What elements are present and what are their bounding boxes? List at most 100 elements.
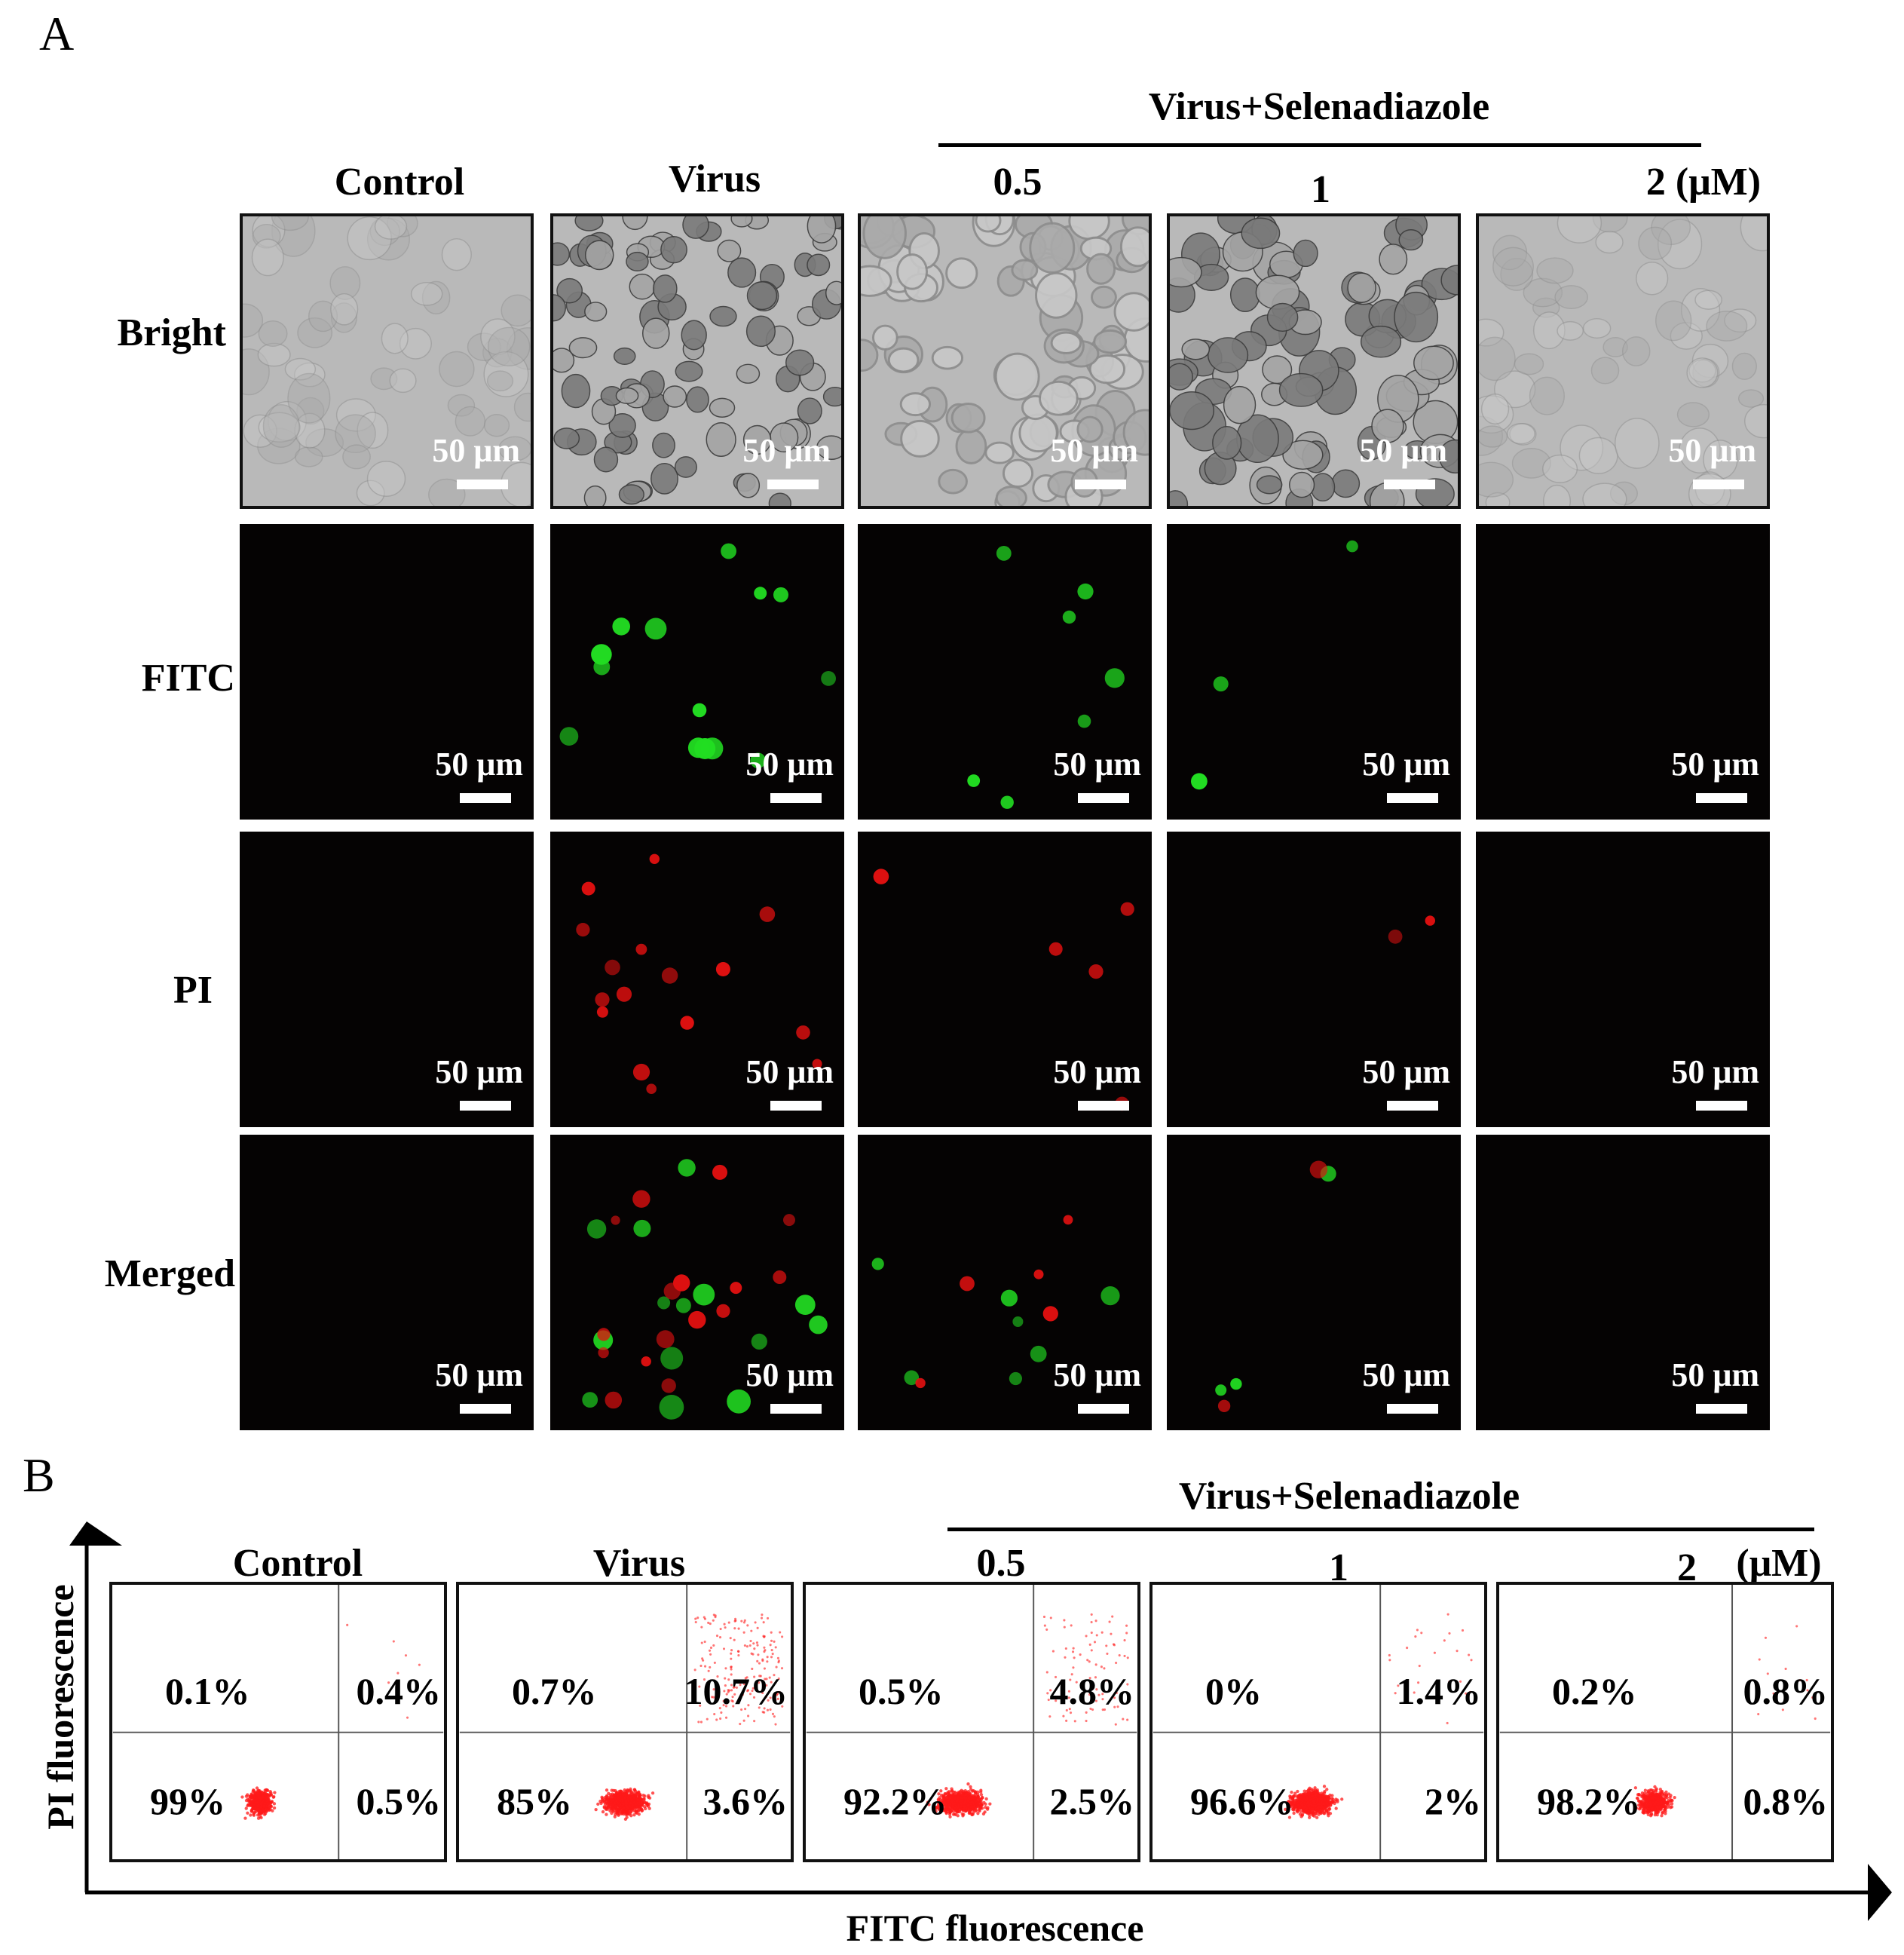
event-dot — [1094, 1699, 1098, 1702]
cell-shape — [271, 216, 316, 257]
event-dot — [617, 1789, 622, 1794]
event-dot — [734, 1617, 737, 1620]
event-dot — [1655, 1806, 1659, 1809]
event-dot — [1086, 1659, 1089, 1662]
event-dot — [709, 1665, 712, 1668]
event-dot — [418, 1663, 421, 1666]
event-dot — [741, 1693, 744, 1696]
event-dot — [1667, 1803, 1671, 1807]
event-dot — [1312, 1804, 1315, 1808]
cell-shape — [295, 446, 323, 467]
event-dot — [756, 1644, 759, 1647]
event-dot — [1110, 1632, 1113, 1635]
event-dot — [781, 1705, 784, 1708]
event-dot — [773, 1674, 776, 1677]
event-dot — [964, 1806, 969, 1809]
event-dot — [252, 1813, 256, 1817]
event-dot — [629, 1789, 632, 1793]
event-dot — [611, 1803, 614, 1807]
event-dot — [1388, 1659, 1391, 1662]
pi-cell — [598, 1347, 609, 1359]
event-dot — [1448, 1632, 1451, 1635]
micrograph-pi-4: 50 μm — [1476, 832, 1770, 1127]
event-dot — [632, 1800, 636, 1805]
event-dot — [746, 1624, 749, 1627]
event-dot — [737, 1627, 740, 1630]
cell-shape — [1223, 385, 1257, 424]
cell-shape — [899, 392, 932, 417]
event-dot — [751, 1689, 754, 1693]
pi-cell — [611, 1215, 620, 1225]
event-dot — [770, 1649, 773, 1652]
event-dot — [640, 1798, 644, 1802]
cell-shape — [297, 317, 333, 348]
event-dot — [752, 1696, 756, 1699]
cell-shape — [736, 473, 761, 498]
cell-shape — [1039, 380, 1079, 416]
event-dot — [765, 1684, 768, 1687]
event-dot — [1388, 1653, 1391, 1657]
cell-shape — [369, 216, 400, 247]
event-dot — [729, 1637, 732, 1640]
cell-shape — [1181, 339, 1211, 360]
event-dot — [725, 1693, 728, 1696]
cell-shape — [335, 398, 376, 432]
scale-bar-label: 50 μm — [432, 432, 520, 469]
event-dot — [1302, 1793, 1306, 1797]
cell-shape — [1440, 265, 1458, 296]
cell-shape — [1086, 253, 1116, 285]
event-dot — [1640, 1803, 1644, 1806]
event-dot — [1309, 1791, 1314, 1795]
event-dot — [727, 1678, 730, 1681]
event-dot — [1126, 1656, 1129, 1659]
event-dot — [1063, 1626, 1066, 1629]
cell-shape — [1610, 481, 1638, 506]
event-dot — [758, 1706, 761, 1709]
cell-shape — [641, 317, 670, 349]
event-dot — [631, 1794, 635, 1798]
pi-cell — [712, 1164, 727, 1180]
cell-shape — [1655, 300, 1692, 342]
event-dot — [650, 1791, 655, 1795]
cell-shape — [995, 486, 1027, 506]
quadrant-upper-left-value: 0.7% — [512, 1670, 597, 1712]
scale-bar-label: 50 μm — [745, 1053, 834, 1090]
fitc-cell — [586, 1219, 607, 1239]
event-dot — [1651, 1792, 1655, 1796]
event-dot — [264, 1788, 268, 1792]
micrograph-image — [582, 1159, 828, 1420]
event-dot — [1320, 1809, 1324, 1813]
event-dot — [605, 1797, 609, 1801]
quadrant-upper-left-value: 0% — [1205, 1670, 1262, 1712]
event-dot — [730, 1699, 733, 1702]
cell-shape — [822, 386, 841, 407]
event-dot — [769, 1708, 772, 1711]
event-dot — [742, 1631, 745, 1634]
pi-cell — [1033, 1269, 1044, 1279]
cell-shape — [1602, 337, 1628, 357]
event-dot — [764, 1696, 767, 1699]
pi-cell — [1088, 964, 1104, 979]
event-dot — [243, 1816, 247, 1820]
event-dot — [1670, 1805, 1674, 1809]
micrograph-image — [1215, 1160, 1336, 1412]
cell-shape — [1479, 336, 1516, 382]
event-dot — [766, 1660, 769, 1663]
panel-b-col-virus: Virus — [592, 1542, 686, 1585]
event-dot — [1319, 1797, 1323, 1801]
panel-a-col-1: 1 — [1311, 168, 1330, 211]
event-dot — [1305, 1806, 1309, 1811]
event-dot — [985, 1807, 990, 1811]
cell-shape — [1479, 415, 1503, 456]
event-dot — [596, 1802, 600, 1806]
event-dot — [1805, 1678, 1808, 1681]
cell-shape — [1582, 483, 1627, 506]
event-dot — [1670, 1802, 1674, 1806]
cell-shape — [553, 242, 570, 266]
event-dot — [638, 1794, 642, 1798]
event-dot — [1443, 1639, 1446, 1642]
event-dot — [1637, 1807, 1642, 1811]
event-dot — [724, 1677, 727, 1680]
quadrant-upper-left-value: 0.5% — [859, 1670, 944, 1712]
event-dot — [724, 1716, 728, 1719]
